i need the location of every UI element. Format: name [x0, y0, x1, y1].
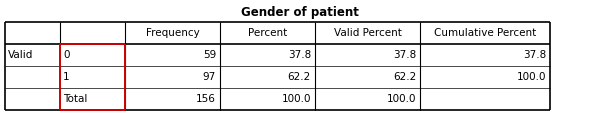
Text: 62.2: 62.2 — [393, 72, 416, 82]
Text: 59: 59 — [203, 50, 216, 60]
Text: 37.8: 37.8 — [523, 50, 546, 60]
Text: 156: 156 — [196, 94, 216, 104]
Text: 62.2: 62.2 — [288, 72, 311, 82]
Text: Cumulative Percent: Cumulative Percent — [434, 28, 536, 38]
Text: Frequency: Frequency — [146, 28, 199, 38]
Text: 37.8: 37.8 — [288, 50, 311, 60]
Text: Valid Percent: Valid Percent — [334, 28, 401, 38]
Text: 97: 97 — [203, 72, 216, 82]
Text: 0: 0 — [63, 50, 70, 60]
Text: 1: 1 — [63, 72, 70, 82]
Text: 100.0: 100.0 — [386, 94, 416, 104]
Text: Percent: Percent — [248, 28, 287, 38]
Text: Total: Total — [63, 94, 88, 104]
Text: 100.0: 100.0 — [517, 72, 546, 82]
Text: 37.8: 37.8 — [393, 50, 416, 60]
Text: 100.0: 100.0 — [281, 94, 311, 104]
Text: Gender of patient: Gender of patient — [241, 6, 359, 19]
Text: Valid: Valid — [8, 50, 34, 60]
